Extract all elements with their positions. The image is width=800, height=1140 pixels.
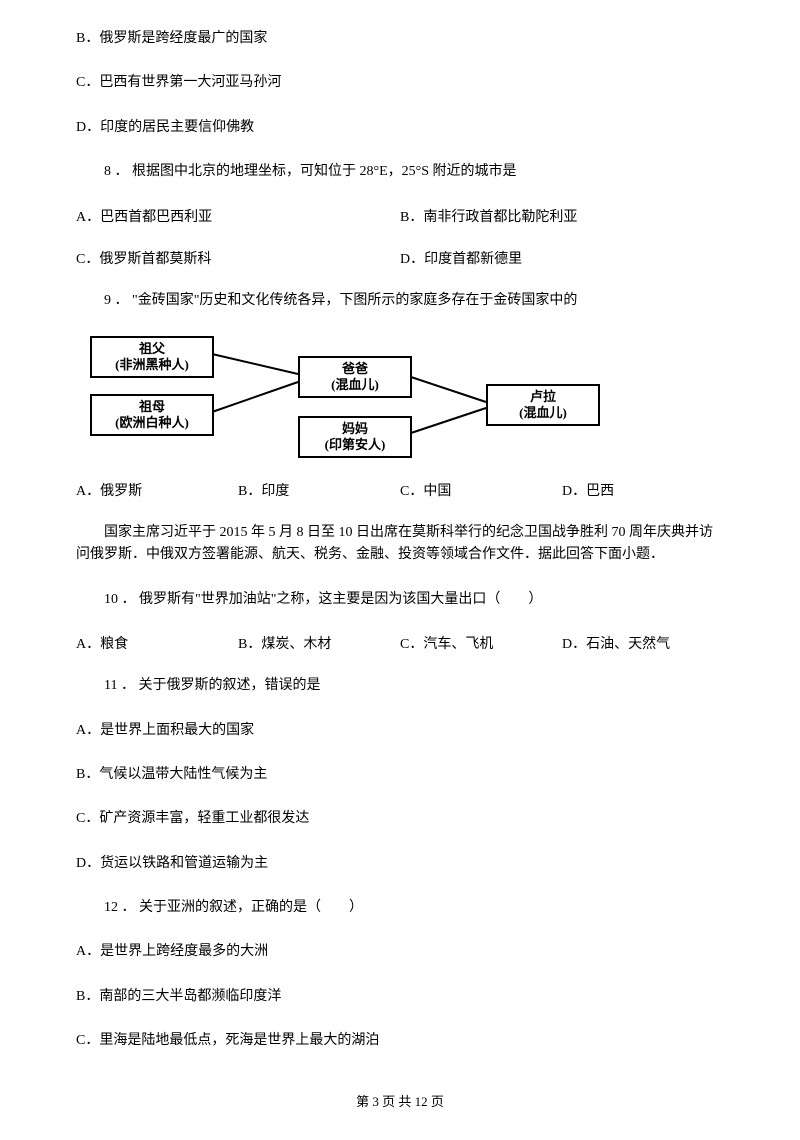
q12-option-a: A．是世界上跨经度最多的大洲 xyxy=(76,941,724,963)
node-lula: 卢拉 (混血儿) xyxy=(486,384,600,427)
gf-label2: (非洲黑种人) xyxy=(96,357,208,373)
q12-stem: 12 ． 关于亚洲的叙述，正确的是（ ） xyxy=(76,897,724,919)
context-q10-11: 国家主席习近平于 2015 年 5 月 8 日至 10 日出席在莫斯科举行的纪念… xyxy=(76,522,724,567)
q10-option-b: B．煤炭、木材 xyxy=(238,633,400,653)
q8-option-a: A．巴西首都巴西利亚 xyxy=(76,206,400,226)
q7-option-b: B．俄罗斯是跨经度最广的国家 xyxy=(76,28,724,50)
q9-option-c: C．中国 xyxy=(400,480,562,500)
gm-label2: (欧洲白种人) xyxy=(96,415,208,431)
lula-label1: 卢拉 xyxy=(492,389,594,405)
family-tree-diagram: 祖父 (非洲黑种人) 祖母 (欧洲白种人) 爸爸 (混血儿) 妈妈 (印第安人)… xyxy=(86,334,626,464)
lula-label2: (混血儿) xyxy=(492,405,594,421)
q9-option-a: A．俄罗斯 xyxy=(76,480,238,500)
q10-option-a: A．粮食 xyxy=(76,633,238,653)
q9-option-d: D．巴西 xyxy=(562,480,724,500)
node-grandmother: 祖母 (欧洲白种人) xyxy=(90,394,214,437)
q11-option-a: A．是世界上面积最大的国家 xyxy=(76,720,724,742)
dad-label2: (混血儿) xyxy=(304,377,406,393)
gm-label1: 祖母 xyxy=(96,399,208,415)
q10-stem: 10 ． 俄罗斯有"世界加油站"之称，这主要是因为该国大量出口（ ） xyxy=(76,589,724,611)
q8-option-d: D．印度首都新德里 xyxy=(400,248,724,268)
q8-option-b: B．南非行政首都比勒陀利亚 xyxy=(400,206,724,226)
q11-option-d: D．货运以铁路和管道运输为主 xyxy=(76,853,724,875)
node-mother: 妈妈 (印第安人) xyxy=(298,416,412,459)
gf-label1: 祖父 xyxy=(96,341,208,357)
node-grandfather: 祖父 (非洲黑种人) xyxy=(90,336,214,379)
q8-option-c: C．俄罗斯首都莫斯科 xyxy=(76,248,400,268)
q11-option-c: C．矿产资源丰富，轻重工业都很发达 xyxy=(76,808,724,830)
q11-stem: 11 ． 关于俄罗斯的叙述，错误的是 xyxy=(76,675,724,697)
q11-option-b: B．气候以温带大陆性气候为主 xyxy=(76,764,724,786)
q9-option-b: B．印度 xyxy=(238,480,400,500)
q9-stem: 9 ． "金砖国家"历史和文化传统各异，下图所示的家庭多存在于金砖国家中的 xyxy=(76,290,724,312)
q10-option-d: D．石油、天然气 xyxy=(562,633,724,653)
q8-stem: 8 ． 根据图中北京的地理坐标，可知位于 28°E，25°S 附近的城市是 xyxy=(76,161,724,183)
page-footer: 第 3 页 共 12 页 xyxy=(76,1091,724,1110)
q7-option-c: C．巴西有世界第一大河亚马孙河 xyxy=(76,72,724,94)
q12-option-c: C．里海是陆地最低点，死海是世界上最大的湖泊 xyxy=(76,1030,724,1052)
dad-label1: 爸爸 xyxy=(304,361,406,377)
q12-option-b: B．南部的三大半岛都濒临印度洋 xyxy=(76,986,724,1008)
node-father: 爸爸 (混血儿) xyxy=(298,356,412,399)
mom-label1: 妈妈 xyxy=(304,421,406,437)
q10-option-c: C．汽车、飞机 xyxy=(400,633,562,653)
q7-option-d: D．印度的居民主要信仰佛教 xyxy=(76,117,724,139)
mom-label2: (印第安人) xyxy=(304,437,406,453)
